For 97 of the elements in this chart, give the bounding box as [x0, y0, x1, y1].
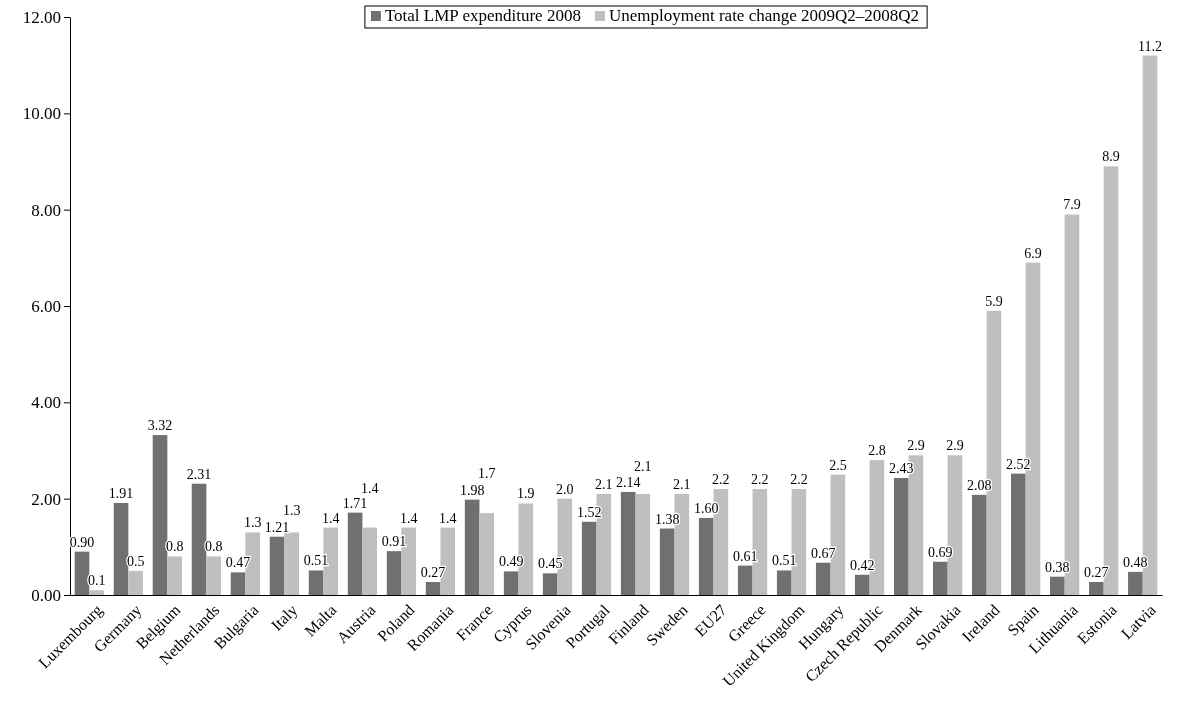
data-label: 5.9: [985, 293, 1003, 309]
bar: [152, 435, 168, 595]
data-label: 1.7: [478, 466, 496, 482]
data-label: 2.0: [556, 481, 574, 497]
data-label: 2.1: [634, 458, 652, 474]
data-label: 2.2: [751, 472, 769, 488]
y-tick-label: 0.00: [31, 585, 61, 605]
bar: [972, 494, 987, 595]
bar: [191, 483, 207, 595]
data-label: 0.91: [381, 534, 407, 550]
y-tick-label: 12.00: [22, 7, 61, 27]
bar: [479, 513, 495, 595]
data-label: 0.69: [928, 544, 953, 560]
data-label: 0.67: [811, 545, 836, 561]
data-label: 2.1: [595, 476, 613, 492]
legend-label: Total LMP expenditure 2008: [384, 6, 581, 25]
bar: [284, 532, 300, 595]
y-tick-label: 2.00: [31, 489, 61, 509]
data-label: 0.48: [1123, 554, 1148, 570]
y-tick-label: 10.00: [22, 104, 61, 124]
data-label: 0.45: [537, 556, 563, 572]
data-label: 2.9: [946, 438, 964, 454]
data-label: 11.2: [1138, 38, 1162, 54]
data-label: 0.49: [498, 554, 524, 570]
data-label: 1.4: [321, 510, 340, 526]
data-label: 2.08: [967, 477, 992, 493]
bar: [854, 574, 870, 595]
bar: [542, 573, 558, 595]
bar: [1050, 576, 1065, 595]
bar: [269, 536, 285, 595]
bar: [776, 570, 792, 595]
x-tick-label: Italy: [267, 601, 302, 635]
bar: [737, 565, 753, 595]
data-label: 1.9: [517, 486, 535, 502]
data-label: 2.31: [186, 466, 212, 482]
bar: [1089, 582, 1104, 595]
data-label: 2.14: [615, 474, 641, 490]
legend-label: Unemployment rate change 2009Q2–2008Q2: [608, 6, 920, 25]
bar: [620, 491, 636, 595]
bar: [128, 570, 143, 595]
data-label: 1.3: [243, 515, 262, 531]
data-label: 1.38: [654, 511, 680, 527]
data-label: 2.8: [868, 443, 886, 459]
bar: [464, 499, 480, 595]
data-label: 1.4: [439, 510, 457, 526]
bar: [893, 477, 909, 595]
y-tick-label: 8.00: [31, 200, 61, 220]
data-label: 0.27: [420, 564, 446, 580]
bar: [581, 521, 597, 595]
bar: [815, 562, 831, 595]
bar: [1011, 473, 1026, 595]
bar: [425, 582, 441, 595]
data-label: 1.91: [108, 486, 134, 501]
data-label: 1.98: [459, 482, 485, 498]
data-label: 2.2: [790, 472, 808, 488]
data-label: 1.3: [282, 503, 301, 519]
data-label: 0.61: [732, 548, 758, 564]
bar: [362, 527, 378, 595]
data-label: 0.42: [850, 557, 875, 573]
data-label: 2.9: [907, 438, 925, 454]
bar: [113, 503, 129, 595]
data-label: 2.2: [712, 472, 730, 488]
data-label: 2.52: [1006, 456, 1031, 472]
bar: [308, 570, 324, 595]
data-label: 0.51: [772, 553, 797, 569]
data-label: 0.38: [1045, 559, 1070, 575]
bar: [1128, 571, 1143, 595]
data-label: 1.21: [264, 519, 290, 535]
data-label: 2.1: [673, 476, 691, 492]
y-tick-label: 4.00: [31, 393, 61, 413]
bar: [167, 556, 182, 595]
bar: [932, 561, 948, 595]
bar: [386, 551, 402, 595]
data-label: 6.9: [1024, 245, 1042, 261]
data-label: 8.9: [1102, 149, 1120, 165]
data-label: 0.47: [225, 555, 251, 571]
bar: [659, 528, 675, 595]
data-label: 1.4: [399, 510, 418, 526]
data-label: 7.9: [1063, 197, 1081, 213]
bar: [635, 493, 651, 595]
bar: [347, 512, 363, 595]
bar: [74, 551, 90, 595]
bar: [230, 572, 246, 595]
data-label: 1.60: [693, 500, 719, 516]
bar: [206, 556, 221, 595]
data-label: 1.71: [342, 495, 368, 511]
bar: [503, 571, 519, 595]
data-label: 0.51: [303, 553, 329, 569]
bar: [698, 517, 714, 595]
data-label: 2.43: [889, 460, 914, 476]
data-label: 3.32: [147, 418, 173, 434]
data-label: 0.27: [1084, 564, 1109, 580]
y-tick-label: 6.00: [31, 296, 61, 316]
data-label: 1.52: [576, 504, 602, 520]
data-label: 2.5: [829, 457, 847, 473]
data-label: 1.4: [360, 480, 379, 496]
bar: [89, 590, 104, 595]
